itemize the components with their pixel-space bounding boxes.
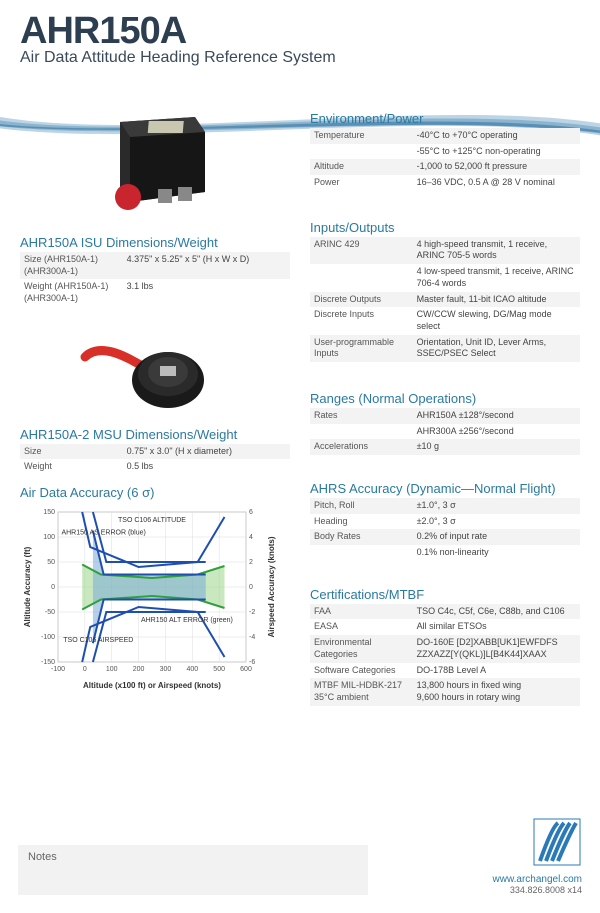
table-row: Power16–36 VDC, 0.5 A @ 28 V nominal: [310, 175, 580, 191]
svg-text:AHR150 AS ERROR (blue): AHR150 AS ERROR (blue): [61, 530, 145, 537]
svg-text:600: 600: [240, 666, 252, 673]
svg-text:AHR150 ALT ERROR (green): AHR150 ALT ERROR (green): [141, 617, 233, 624]
accuracy-table: Pitch, Roll±1.0°, 3 σHeading±2.0°, 3 σBo…: [310, 498, 580, 561]
svg-text:100: 100: [106, 666, 118, 673]
cert-title: Certifications/MTBF: [310, 587, 580, 602]
table-row: 4 low-speed transmit, 1 receive, ARINC 7…: [310, 264, 580, 291]
svg-text:0: 0: [249, 584, 253, 591]
table-row: User-programmable InputsOrientation, Uni…: [310, 335, 580, 362]
svg-text:TSO C106 ALTITUDE: TSO C106 ALTITUDE: [118, 517, 186, 524]
table-row: RatesAHR150A ±128°/second: [310, 408, 580, 424]
table-row: Heading±2.0°, 3 σ: [310, 514, 580, 530]
svg-text:-50: -50: [45, 609, 55, 616]
svg-text:200: 200: [133, 666, 145, 673]
svg-text:500: 500: [213, 666, 225, 673]
svg-text:150: 150: [43, 509, 55, 516]
svg-text:TSO C106 AIRSPEED: TSO C106 AIRSPEED: [63, 637, 133, 644]
chart-title: Air Data Accuracy (6 σ): [20, 485, 290, 500]
isu-spec-table: Size (AHR150A-1) (AHR300A-1)4.375" x 5.2…: [20, 252, 290, 307]
svg-text:50: 50: [47, 559, 55, 566]
ranges-title: Ranges (Normal Operations): [310, 391, 580, 406]
ranges-table: RatesAHR150A ±128°/secondAHR300A ±256°/s…: [310, 408, 580, 455]
table-row: FAATSO C4c, C5f, C6e, C88b, and C106: [310, 604, 580, 620]
svg-text:Airspeed Accuracy (knots): Airspeed Accuracy (knots): [267, 536, 276, 637]
table-row: Altitude-1,000 to 52,000 ft pressure: [310, 159, 580, 175]
isu-section-title: AHR150A ISU Dimensions/Weight: [20, 235, 290, 250]
table-row: Pitch, Roll±1.0°, 3 σ: [310, 498, 580, 514]
table-row: Body Rates0.2% of input rate: [310, 529, 580, 545]
env-title: Environment/Power: [310, 111, 580, 126]
msu-section-title: AHR150A-2 MSU Dimensions/Weight: [20, 427, 290, 442]
table-row: Temperature-40°C to +70°C operating: [310, 128, 580, 144]
cert-table: FAATSO C4c, C5f, C6e, C88b, and C106EASA…: [310, 604, 580, 706]
footer-url: www.archangel.com: [493, 874, 582, 885]
svg-text:0: 0: [51, 584, 55, 591]
msu-product-image: [80, 322, 230, 422]
svg-text:400: 400: [186, 666, 198, 673]
notes-label: Notes: [28, 851, 57, 863]
svg-text:Altitude (x100 ft) or Airspeed: Altitude (x100 ft) or Airspeed (knots): [83, 681, 221, 690]
table-row: Environmental CategoriesDO-160E [D2]XABB…: [310, 635, 580, 662]
company-logo-icon: [532, 817, 582, 867]
msu-spec-table: Size0.75" x 3.0" (H x diameter) Weight0.…: [20, 444, 290, 475]
svg-text:-2: -2: [249, 609, 255, 616]
product-subtitle: Air Data Attitude Heading Reference Syst…: [20, 49, 580, 67]
svg-text:-150: -150: [41, 659, 55, 666]
io-table: ARINC 4294 high-speed transmit, 1 receiv…: [310, 237, 580, 362]
table-row: Discrete InputsCW/CCW slewing, DG/Mag mo…: [310, 307, 580, 334]
table-row: 0.1% non-linearity: [310, 545, 580, 561]
svg-text:0: 0: [83, 666, 87, 673]
svg-text:6: 6: [249, 509, 253, 516]
product-title: AHR150A: [20, 10, 580, 53]
isu-product-image: [80, 107, 230, 227]
svg-text:2: 2: [249, 559, 253, 566]
footer-phone: 334.826.8008 x14: [493, 885, 582, 895]
svg-text:300: 300: [160, 666, 172, 673]
table-row: Weight (AHR150A-1) (AHR300A-1)3.1 lbs: [20, 279, 290, 306]
table-row: ARINC 4294 high-speed transmit, 1 receiv…: [310, 237, 580, 264]
svg-text:-4: -4: [249, 634, 255, 641]
table-row: -55°C to +125°C non-operating: [310, 144, 580, 160]
table-row: Discrete OutputsMaster fault, 11-bit ICA…: [310, 292, 580, 308]
accuracy-title: AHRS Accuracy (Dynamic—Normal Flight): [310, 481, 580, 496]
svg-text:4: 4: [249, 534, 253, 541]
table-row: Software CategoriesDO-178B Level A: [310, 663, 580, 679]
svg-text:-6: -6: [249, 659, 255, 666]
table-row: AHR300A ±256°/second: [310, 424, 580, 440]
table-row: EASAAll similar ETSOs: [310, 619, 580, 635]
svg-text:-100: -100: [41, 634, 55, 641]
svg-text:100: 100: [43, 534, 55, 541]
table-row: Size (AHR150A-1) (AHR300A-1)4.375" x 5.2…: [20, 252, 290, 279]
table-row: Size0.75" x 3.0" (H x diameter): [20, 444, 290, 460]
footer: www.archangel.com 334.826.8008 x14: [493, 817, 582, 895]
io-title: Inputs/Outputs: [310, 220, 580, 235]
table-row: Accelerations±10 g: [310, 439, 580, 455]
table-row: MTBF MIL-HDBK-217 35°C ambient13,800 hou…: [310, 678, 580, 705]
env-table: Temperature-40°C to +70°C operating-55°C…: [310, 128, 580, 191]
svg-text:-100: -100: [51, 666, 65, 673]
table-row: Weight0.5 lbs: [20, 459, 290, 475]
air-data-accuracy-chart: -1000100200300400500600-150-100-50050100…: [20, 502, 280, 692]
notes-box: Notes: [18, 845, 368, 895]
svg-text:Altitude Accuracy (ft): Altitude Accuracy (ft): [23, 546, 32, 627]
